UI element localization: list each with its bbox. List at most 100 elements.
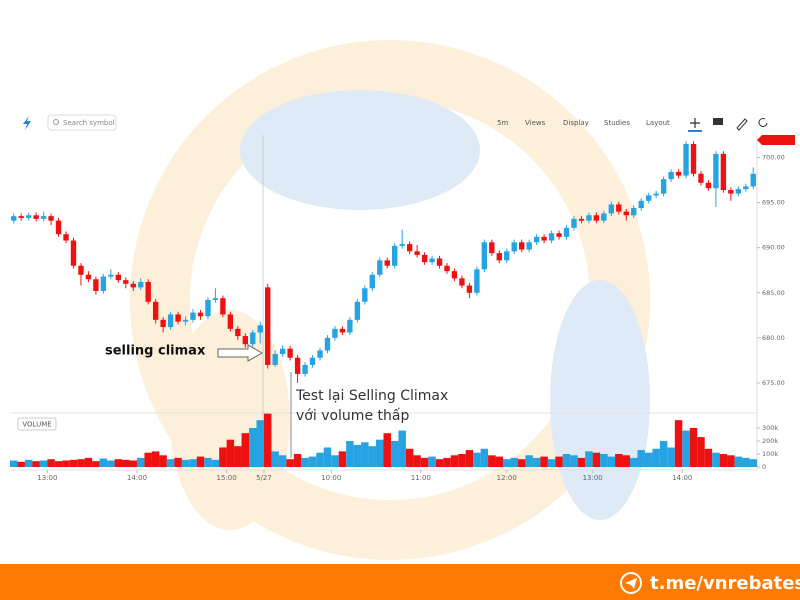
y-tick-label: 0: [762, 463, 766, 471]
x-tick-label: 15:00: [217, 474, 237, 482]
candle-body: [563, 227, 570, 237]
candle-body: [556, 233, 562, 237]
candle-body: [100, 276, 107, 291]
volume-bar: [107, 460, 115, 467]
candle-body: [638, 200, 644, 209]
volume-bar: [697, 437, 705, 467]
volume-bar: [69, 459, 78, 467]
views-button[interactable]: Views: [525, 119, 546, 127]
candle-body: [384, 260, 390, 266]
candle-body: [279, 348, 286, 355]
volume-bar: [159, 455, 167, 467]
candle-body: [713, 153, 719, 189]
volume-bar: [316, 452, 324, 467]
x-tick-label: 5/27: [256, 474, 272, 482]
candle-body: [197, 312, 204, 317]
y-tick-label: 300k: [762, 424, 778, 432]
display-button[interactable]: Display: [563, 119, 589, 127]
volume-bar: [331, 455, 339, 467]
volume-bar: [473, 452, 481, 467]
candle-body: [571, 218, 577, 228]
volume-bar: [607, 456, 616, 467]
volume-bar: [114, 459, 123, 467]
volume-bar: [652, 448, 660, 467]
volume-bar: [54, 461, 63, 467]
volume-bar: [308, 456, 317, 467]
candle-body: [631, 208, 637, 216]
candle-body: [645, 195, 652, 201]
candle-body: [309, 357, 316, 365]
candle-body: [586, 215, 592, 221]
y-tick-label: 695.00: [762, 199, 785, 207]
candle-body: [519, 242, 525, 250]
annotation: selling climax: [105, 344, 206, 359]
candle-body: [18, 216, 24, 218]
volume-bar: [122, 459, 130, 467]
volume-bar: [10, 460, 18, 467]
y-tick-label: 680.00: [762, 334, 785, 342]
volume-bar: [271, 451, 279, 467]
layout-button[interactable]: Layout: [646, 119, 670, 127]
volume-bar: [488, 455, 496, 467]
candle-body: [108, 274, 114, 277]
volume-bar: [383, 433, 391, 467]
volume-bar: [181, 459, 190, 467]
lightning-icon[interactable]: [23, 116, 31, 130]
volume-bar: [189, 459, 197, 467]
volume-bar: [532, 457, 541, 467]
candle-body: [257, 325, 263, 333]
studies-button[interactable]: Studies: [604, 119, 630, 127]
candle-body: [362, 288, 368, 302]
volume-bar: [249, 427, 257, 467]
volume-bar: [166, 459, 175, 467]
candle-body: [167, 314, 174, 328]
candle-body: [190, 312, 196, 320]
volume-bar: [256, 420, 264, 467]
draw-tool[interactable]: [736, 118, 748, 131]
candle-body: [481, 242, 488, 270]
candle-body: [138, 281, 144, 288]
candle-body: [354, 301, 361, 320]
candle-body: [511, 242, 517, 252]
volume-bar: [376, 439, 384, 467]
candle-body: [130, 283, 136, 288]
volume-bar: [24, 459, 33, 467]
footer-link[interactable]: t.me/vnrebates: [650, 573, 800, 594]
volume-bar: [17, 461, 25, 467]
candle-body: [466, 285, 473, 293]
candle-body: [123, 280, 129, 284]
volume-bar: [667, 447, 675, 467]
volume-bar: [219, 447, 227, 467]
candle-body: [220, 298, 226, 315]
volume-bar: [689, 427, 698, 467]
volume-bar: [435, 459, 444, 467]
reset-tool[interactable]: [758, 118, 768, 127]
comment-tool[interactable]: [713, 118, 723, 125]
candle-body: [653, 193, 659, 196]
volume-bar: [204, 457, 212, 467]
candle-body: [265, 287, 271, 365]
candle-body: [548, 233, 555, 241]
volume-bar: [495, 456, 504, 467]
crosshair-tool[interactable]: [690, 118, 700, 128]
candle-body: [40, 216, 47, 219]
candle-body: [608, 204, 615, 214]
volume-bar: [428, 456, 436, 467]
candle-body: [160, 319, 166, 328]
search-icon: [53, 119, 59, 125]
candle-body: [720, 153, 727, 190]
volume-bar: [338, 451, 347, 467]
candle-body: [115, 274, 122, 281]
search-box[interactable]: [47, 114, 117, 131]
interval-button[interactable]: 5m: [497, 119, 508, 127]
volume-bar: [390, 440, 399, 467]
volume-bar: [77, 459, 85, 467]
candle-body: [25, 215, 32, 218]
candle-body: [623, 211, 629, 216]
volume-bar: [129, 460, 137, 467]
candle-body: [474, 269, 480, 293]
candle-body: [451, 271, 458, 279]
watermark: [130, 40, 650, 560]
